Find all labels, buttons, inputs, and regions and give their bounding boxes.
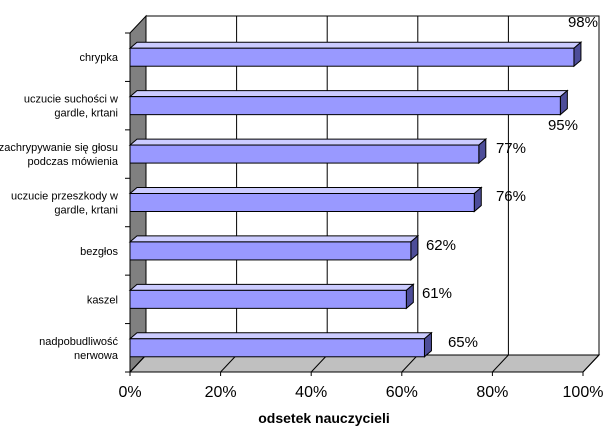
x-tick-label: 40% [295,384,327,401]
floor-gridline [401,354,419,373]
data-label: 76% [496,188,526,205]
bar [128,137,488,165]
category-label: uczucie przeszkody w [11,191,118,203]
x-axis-label: odsetek nauczycieli [258,410,390,426]
category-label: podczas mówienia [28,156,119,168]
bar-front [129,241,412,261]
data-labels: 98% 95% 77% 76% 62% 61% 65% [422,14,598,351]
bar [128,331,433,358]
bar [128,186,483,213]
bar [128,89,569,116]
x-tick-label: 0% [118,384,141,401]
floor-gridline [310,354,328,373]
category-labels: chrypka uczucie suchości w gardle, krtani z… [0,52,119,362]
category-label: gardle, krtani [54,108,118,120]
category-label: nadpobudliwość [39,336,118,348]
data-label: 77% [496,140,526,157]
x-tick-labels: 0% 20% 40% 60% 80% 100% [118,384,603,401]
data-label: 95% [548,117,578,134]
bar-front [129,193,475,212]
bar-top [128,90,569,98]
category-label: bezgłos [80,246,118,258]
data-label: 61% [422,285,452,302]
bar-top [128,283,415,291]
category-label: gardle, krtani [54,205,118,217]
bar [128,283,415,310]
data-label: 98% [568,14,598,31]
x-tick-label: 80% [476,384,508,401]
category-label: chrypka [79,52,118,64]
bar-front [129,144,480,164]
category-label: nerwowa [74,350,119,362]
bar-front [129,96,561,116]
category-label: zachrypywanie się głosu [0,142,118,154]
bar [128,41,583,68]
bar-front [129,289,407,309]
data-label: 65% [448,334,478,351]
floor-gridline [582,354,600,373]
data-label: 62% [426,237,456,254]
bar-top [128,332,433,340]
bar-front [129,338,425,358]
floor-gridline [492,354,509,373]
bar-front [129,47,575,67]
x-tick-label: 100% [563,384,604,401]
x-tick-label: 60% [386,384,418,401]
floor-gridline [220,354,237,373]
chart-bars [128,41,583,358]
bar [128,234,420,262]
bar-top [128,235,420,243]
category-label: kaszel [87,294,118,306]
x-tick-label: 20% [205,384,237,401]
floor [128,354,601,373]
bar-top [128,138,488,146]
floor-gridline [129,354,147,373]
bar-top [128,41,583,49]
bar-top [128,187,483,194]
category-label: uczucie suchości w [24,94,118,106]
